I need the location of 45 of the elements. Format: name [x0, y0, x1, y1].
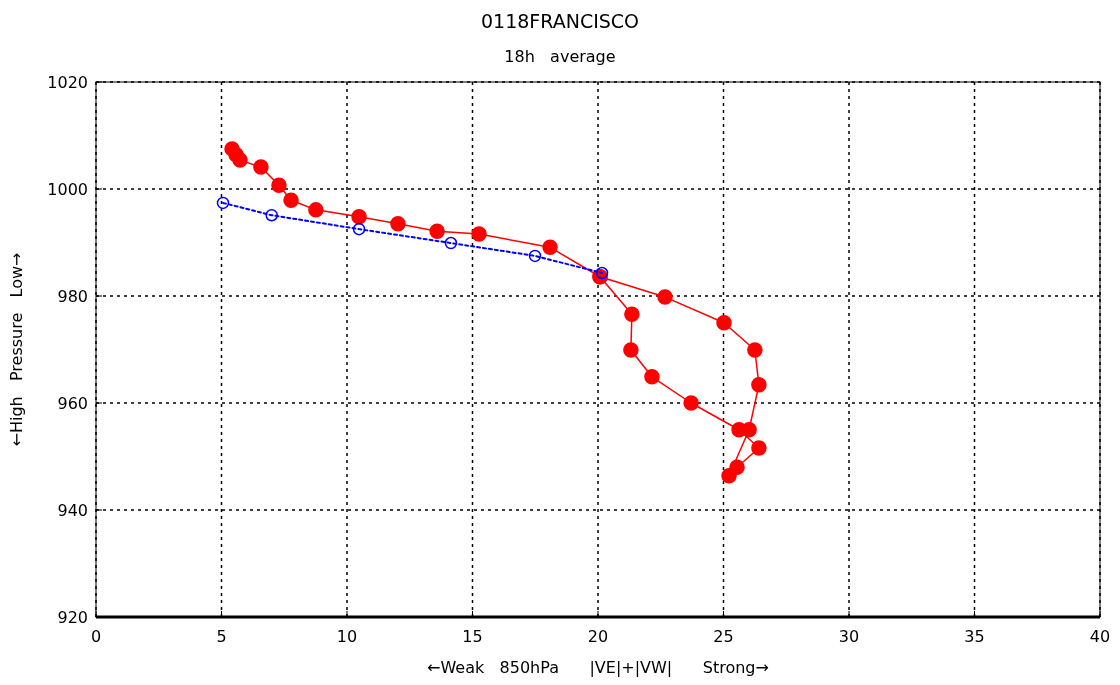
point [657, 289, 673, 305]
point [729, 459, 745, 475]
point [716, 315, 732, 331]
point [683, 395, 699, 411]
y-axis-title: ←High Pressure Low→ [7, 252, 26, 447]
point [747, 342, 763, 358]
x-tick-label: 35 [964, 627, 985, 646]
x-tick-label: 25 [713, 627, 734, 646]
y-tick-label: 940 [57, 501, 88, 520]
x-axis-title: ←Weak 850hPa |VE|+|VW| Strong→ [427, 658, 769, 677]
point [351, 209, 367, 225]
point [444, 236, 458, 250]
point [751, 440, 767, 456]
x-tick-label: 5 [216, 627, 227, 646]
point [271, 177, 287, 194]
chart-title: 0118FRANCISCO [480, 10, 640, 32]
point [390, 216, 406, 232]
chart-subtitle: 18h average [504, 47, 616, 66]
x-tick-label: 30 [838, 627, 860, 646]
point [265, 208, 278, 222]
y-tick-label: 1020 [47, 73, 88, 92]
y-tick-label: 1000 [47, 180, 88, 199]
point [595, 266, 609, 280]
point [216, 196, 230, 210]
point [528, 249, 542, 263]
y-tick-label: 960 [57, 394, 88, 413]
point [624, 306, 640, 322]
point [232, 152, 248, 168]
point [283, 192, 299, 208]
y-tick-label: 920 [57, 608, 88, 627]
point [253, 159, 269, 175]
point [352, 222, 366, 236]
point [429, 223, 445, 240]
x-tick-label: 0 [90, 627, 102, 646]
x-tick-label: 10 [336, 627, 358, 646]
x-tick-label: 15 [462, 627, 483, 646]
point [751, 377, 767, 393]
point [308, 202, 324, 218]
y-tick-label: 980 [57, 287, 88, 306]
point [471, 226, 487, 242]
x-tick-label: 20 [587, 627, 609, 646]
x-tick-label: 40 [1089, 627, 1111, 646]
point [644, 369, 660, 385]
point [542, 239, 558, 256]
point [623, 342, 639, 358]
